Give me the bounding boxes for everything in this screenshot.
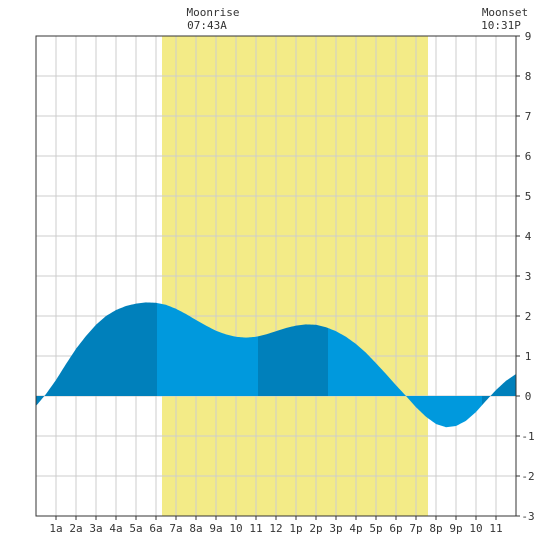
y-tick-label: -2	[521, 470, 534, 483]
x-tick-label: 10	[469, 522, 482, 535]
x-tick-label: 1p	[289, 522, 302, 535]
y-tick-label: -1	[521, 430, 534, 443]
y-tick-label: 6	[525, 150, 532, 163]
y-tick-label: 0	[525, 390, 532, 403]
y-tick-label: 1	[525, 350, 532, 363]
y-tick-label: -3	[521, 510, 534, 523]
x-tick-label: 4p	[349, 522, 362, 535]
grid	[36, 36, 516, 516]
x-tick-label: 8p	[429, 522, 442, 535]
x-tick-label: 3p	[329, 522, 342, 535]
y-tick-label: 4	[525, 230, 532, 243]
x-tick-label: 9p	[449, 522, 462, 535]
y-tick-label: 8	[525, 70, 532, 83]
x-tick-label: 2a	[69, 522, 82, 535]
y-tick-label: 5	[525, 190, 532, 203]
x-tick-label: 7a	[169, 522, 182, 535]
x-tick-label: 12	[269, 522, 282, 535]
x-tick-label: 2p	[309, 522, 322, 535]
moonset-time: 10:31P	[481, 19, 521, 32]
tide-band-dark	[482, 374, 516, 406]
tide-band-light	[157, 303, 258, 396]
y-tick-label: 2	[525, 310, 532, 323]
tide-band-dark	[45, 302, 157, 396]
tide-band-dark	[258, 324, 328, 396]
x-tick-label: 5p	[369, 522, 382, 535]
y-axis-ticks: -3 -2 -1 0 1 2 3 4 5 6 7 8 9	[516, 30, 535, 523]
x-tick-label: 3a	[89, 522, 102, 535]
x-tick-label: 6a	[149, 522, 162, 535]
x-tick-label: 9a	[209, 522, 222, 535]
x-tick-label: 8a	[189, 522, 202, 535]
moonset-label: Moonset	[482, 6, 528, 19]
x-tick-label: 4a	[109, 522, 122, 535]
moonrise-label: Moonrise	[187, 6, 240, 19]
x-tick-label: 10	[229, 522, 242, 535]
x-tick-label: 5a	[129, 522, 142, 535]
x-tick-label: 11	[489, 522, 502, 535]
tide-area	[36, 302, 516, 428]
x-tick-label: 6p	[389, 522, 402, 535]
y-tick-label: 3	[525, 270, 532, 283]
y-tick-label: 7	[525, 110, 532, 123]
x-tick-label: 7p	[409, 522, 422, 535]
x-tick-label: 1a	[49, 522, 62, 535]
x-tick-label: 11	[249, 522, 262, 535]
x-axis-ticks: 1a 2a 3a 4a 5a 6a 7a 8a 9a 10 11 12 1p 2p 3p 4p 5p 6p 7p 8p…	[49, 516, 503, 535]
tide-band-dark	[36, 395, 45, 406]
tide-band-light	[328, 328, 440, 426]
y-tick-label: 9	[525, 30, 532, 43]
moonrise-time: 07:43A	[187, 19, 227, 32]
tide-band-light	[440, 396, 482, 428]
